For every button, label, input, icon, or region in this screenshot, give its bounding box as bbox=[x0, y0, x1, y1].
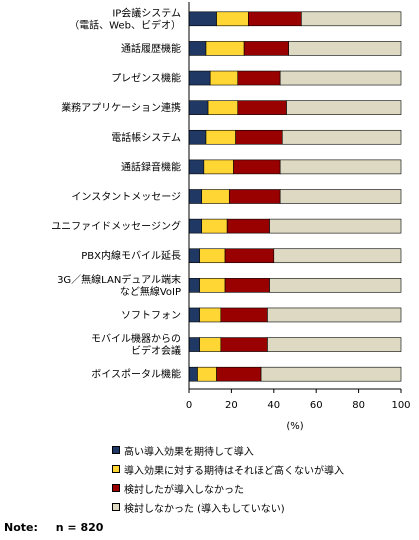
note-text: n = 820 bbox=[55, 521, 104, 534]
category-label: モバイル機器からのビデオ会議 bbox=[91, 332, 181, 357]
bar-segment bbox=[216, 366, 262, 382]
legend-item: 検討したが導入しなかった bbox=[112, 480, 344, 496]
bar-segment bbox=[188, 337, 200, 352]
bar-segment bbox=[273, 248, 402, 264]
bar-segment bbox=[188, 129, 207, 145]
bar-segment bbox=[288, 41, 402, 56]
category-label: 3G／無線LANデュアル端末など無線VoIP bbox=[57, 273, 181, 298]
x-tick-label: 0 bbox=[186, 400, 192, 411]
legend-item: 導入効果に対する期待はそれほど高くないが導入 bbox=[112, 461, 344, 477]
legend-item: 高い導入効果を期待して導入 bbox=[112, 442, 344, 458]
bar-segment bbox=[188, 41, 207, 56]
bar-segment bbox=[248, 11, 302, 27]
category-label: 業務アプリケーション連携 bbox=[61, 101, 181, 114]
bar-segment bbox=[235, 129, 283, 145]
bar-segment bbox=[197, 366, 217, 382]
bar-segment bbox=[188, 278, 200, 293]
bar-segment bbox=[237, 100, 287, 115]
legend-swatch-series-3 bbox=[112, 484, 120, 492]
category-label: プレゼンス機能 bbox=[111, 72, 181, 85]
bar-segment bbox=[224, 278, 270, 293]
category-label: IP会議システム（電話、Web、ビデオ） bbox=[69, 6, 181, 31]
bar-segment bbox=[216, 11, 249, 27]
bar-segment bbox=[267, 337, 402, 352]
category-label: PBX内線モバイル延長 bbox=[81, 249, 181, 262]
legend-swatch-series-1 bbox=[112, 446, 120, 454]
bar-segment bbox=[220, 307, 268, 323]
bar-segment bbox=[233, 159, 281, 175]
bar-segment bbox=[269, 218, 402, 234]
bar-segment bbox=[281, 129, 402, 145]
bar-segment bbox=[201, 189, 230, 204]
legend-label: 導入効果に対する期待はそれほど高くないが導入 bbox=[124, 465, 344, 477]
bar-segment bbox=[199, 278, 226, 293]
bar-segment bbox=[267, 307, 402, 323]
x-axis-label: (%) bbox=[286, 421, 303, 432]
bar-segment bbox=[260, 366, 402, 382]
bar-segment bbox=[237, 70, 281, 86]
legend-label: 検討したが導入しなかった bbox=[124, 484, 244, 496]
bar-segment bbox=[279, 159, 402, 175]
category-label: 通話録音機能 bbox=[121, 160, 181, 173]
category-label: インスタントメッセージ bbox=[71, 191, 181, 203]
category-label: ソフトフォン bbox=[121, 310, 181, 321]
category-label: ボイスポータル機能 bbox=[91, 368, 181, 381]
bar-segment bbox=[188, 366, 198, 382]
bar-segment bbox=[269, 278, 402, 293]
bar-segment bbox=[286, 100, 402, 115]
bar-segment bbox=[205, 41, 245, 56]
note: Note: n = 820 bbox=[4, 521, 117, 534]
x-tick-label: 100 bbox=[391, 400, 410, 411]
x-tick-label: 20 bbox=[225, 400, 238, 411]
bar-segment bbox=[199, 307, 222, 323]
legend-swatch-series-4 bbox=[112, 503, 120, 511]
bar-segment bbox=[188, 218, 203, 234]
legend-swatch-series-2 bbox=[112, 465, 120, 473]
bar-segment bbox=[301, 11, 402, 27]
bar-segment bbox=[220, 337, 268, 352]
x-tick-label: 80 bbox=[352, 400, 365, 411]
bar-segment bbox=[228, 189, 281, 204]
legend-label: 検討しなかった (導入もしていない) bbox=[124, 503, 285, 515]
bar-segment bbox=[205, 129, 236, 145]
bar-segment bbox=[279, 189, 402, 204]
bar-segment bbox=[224, 248, 275, 264]
note-label: Note: bbox=[4, 521, 38, 534]
bar-segment bbox=[199, 337, 222, 352]
x-tick-label: 60 bbox=[310, 400, 323, 411]
category-label: 電話帳システム bbox=[111, 131, 181, 144]
bar-segment bbox=[188, 307, 200, 323]
bar-segment bbox=[209, 70, 239, 86]
bar-segment bbox=[226, 218, 270, 234]
bar-segment bbox=[279, 70, 402, 86]
bar-segment bbox=[201, 218, 228, 234]
bar-segment bbox=[188, 189, 203, 204]
bar-segment bbox=[199, 248, 226, 264]
bar-segment bbox=[243, 41, 289, 56]
legend-label: 高い導入効果を期待して導入 bbox=[124, 446, 254, 458]
bar-segment bbox=[188, 70, 211, 86]
bar-segment bbox=[207, 100, 239, 115]
bar-segment bbox=[188, 159, 205, 175]
bar-segment bbox=[188, 100, 209, 115]
category-label: 通話履歴機能 bbox=[121, 42, 181, 55]
stacked-bar-chart: IP会議システム（電話、Web、ビデオ） 通話履歴機能プレゼンス機能業務アプリケー… bbox=[51, 2, 411, 432]
legend-item: 検討しなかった (導入もしていない) bbox=[112, 499, 344, 515]
bar-segment bbox=[188, 248, 200, 264]
chart-legend: 高い導入効果を期待して導入 導入効果に対する期待はそれほど高くないが導入 検討し… bbox=[112, 442, 344, 518]
category-label: ユニファイドメッセージング bbox=[51, 220, 181, 233]
bar-segment bbox=[188, 11, 217, 27]
x-tick-label: 40 bbox=[267, 400, 280, 411]
bar-segment bbox=[203, 159, 234, 175]
